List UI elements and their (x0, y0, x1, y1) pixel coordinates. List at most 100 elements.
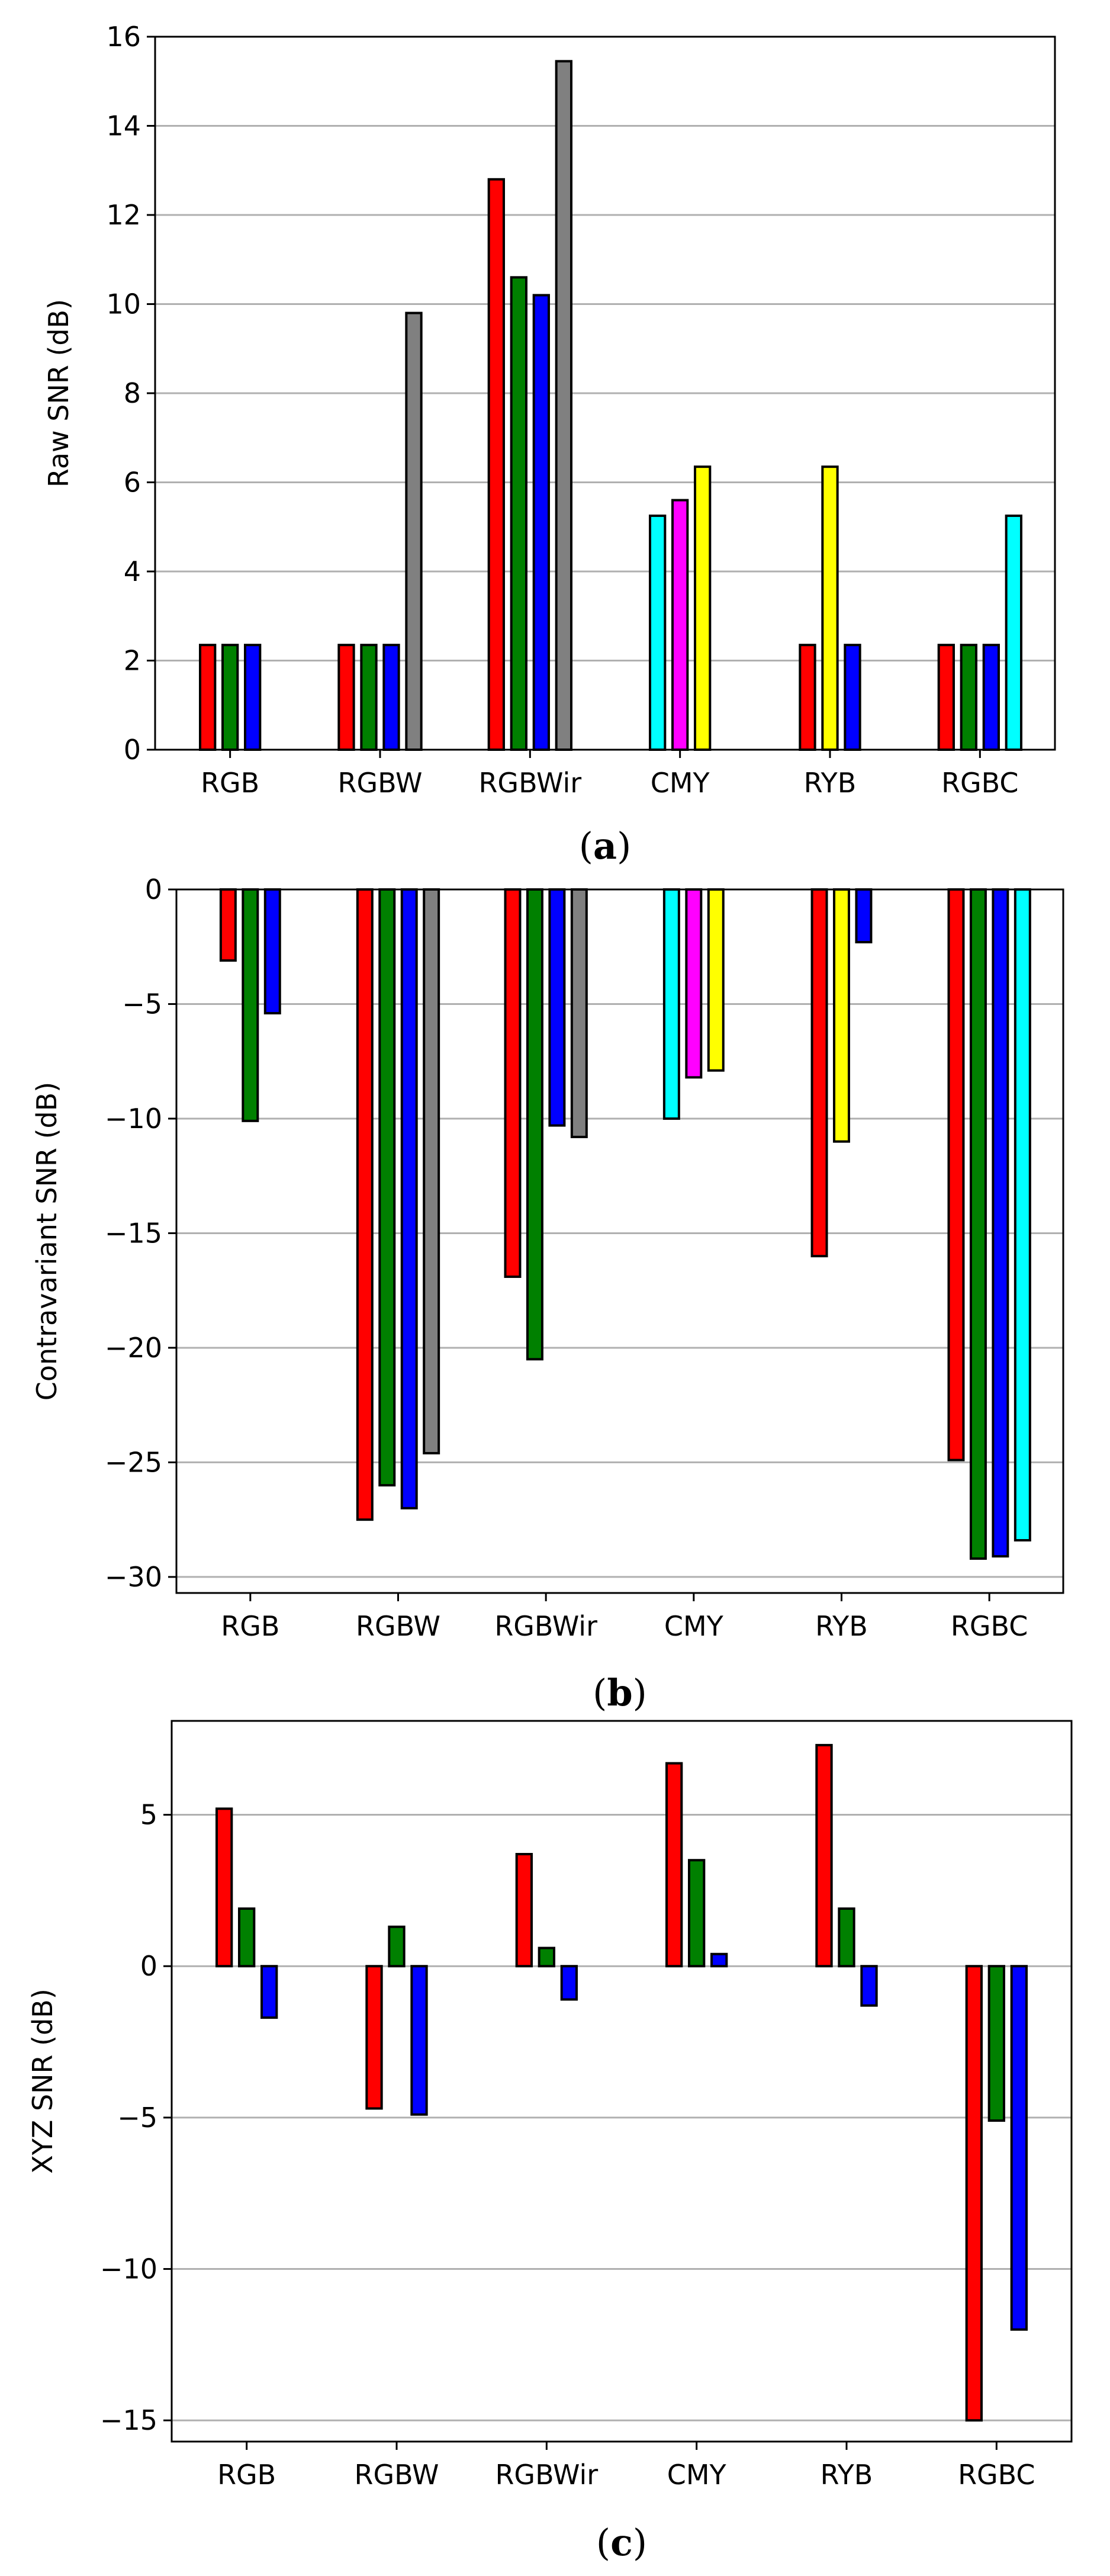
x-tick-label-rgbc: RGBC (951, 1610, 1028, 1642)
y-tick-label: −15 (100, 2404, 157, 2436)
bar-ryb-r (799, 644, 816, 751)
bar-cmy-c (662, 888, 680, 1120)
bar-rgbw-y (388, 1925, 406, 1968)
y-tick-label: 2 (124, 645, 141, 677)
panel-caption: (c) (596, 2521, 647, 2564)
x-tick-label-rgbw: RGBW (337, 767, 422, 799)
bar-group-ryb (815, 1743, 878, 2007)
bar-rgb-y (238, 1907, 256, 1968)
bar-rgbw-b (382, 644, 400, 751)
x-tick-label-ryb: RYB (804, 767, 857, 799)
y-tick-label: −10 (105, 1103, 162, 1135)
caption-letter: c (610, 2521, 633, 2564)
bar-rgbw-w (423, 888, 440, 1454)
bar-rgb-g (221, 644, 239, 751)
bar-cmy-z (710, 1952, 728, 1968)
bar-rgbwir-x (515, 1852, 533, 1968)
bar-group-rgbc (947, 888, 1031, 1560)
caption-close: ) (633, 2521, 647, 2564)
y-tick-label: 5 (140, 1799, 157, 1831)
bar-ryb-b (855, 888, 873, 944)
y-tick-label: 14 (106, 110, 141, 142)
bar-rgbw-g (360, 644, 378, 751)
bar-rgbc-z (1010, 1965, 1028, 2331)
bar-group-cmy (662, 888, 725, 1120)
bar-rgb-z (260, 1965, 278, 2019)
y-tick-label: −30 (105, 1561, 162, 1593)
bar-rgbwir-b (548, 888, 566, 1127)
bar-rgbc-y (987, 1965, 1005, 2122)
caption-open: ( (596, 2521, 610, 2564)
bar-rgbc-g (969, 888, 987, 1560)
bar-group-rgb (215, 1807, 278, 2019)
panel-caption: (a) (579, 824, 632, 868)
x-tick-label-rgb: RGB (217, 2459, 276, 2491)
bar-cmy-y (694, 465, 712, 751)
bar-group-rgbwir (504, 888, 588, 1361)
x-tick-label-cmy: CMY (667, 2459, 727, 2491)
y-tick-label: −25 (105, 1446, 162, 1478)
x-tick-label-rgbc: RGBC (958, 2459, 1035, 2491)
bar-group-rgb (219, 888, 281, 1122)
y-axis-title: XYZ SNR (dB) (27, 1989, 59, 2174)
x-tick-label-rgbwir: RGBWir (495, 2459, 598, 2491)
bar-group-rgbwir (487, 60, 573, 751)
bar-rgbwir-g (510, 276, 528, 751)
bar-rgbc-c (1005, 514, 1022, 751)
bar-ryb-x (815, 1743, 833, 1968)
x-tick-label-rgbwir: RGBWir (478, 767, 581, 799)
y-tick-label: −5 (122, 988, 162, 1020)
bar-rgbw-z (410, 1965, 428, 2116)
x-tick-label-ryb: RYB (821, 2459, 873, 2491)
panel-c: 5 0 −5 −10 −15 RGB RGBW RGBWir CMY RYB RGBC XYZ SNR… (27, 1720, 1073, 2564)
bar-rgbwir-r (504, 888, 522, 1278)
bar-cmy-x (665, 1762, 683, 1968)
bar-ryb-z (860, 1965, 878, 2007)
bar-rgbwir-r (487, 178, 506, 751)
y-tick-label: 6 (124, 467, 141, 499)
bar-rgbc-b (992, 888, 1009, 1558)
y-tick-label: 0 (145, 873, 162, 905)
bar-group-rgbwir (515, 1852, 578, 2001)
bar-rgbw-r (337, 644, 355, 751)
bar-rgbc-r (937, 644, 955, 751)
y-tick-label: 8 (124, 377, 141, 409)
y-tick-label: −5 (117, 2102, 157, 2134)
bar-rgb-r (219, 888, 237, 962)
bar-cmy-y (688, 1859, 706, 1968)
bar-group-cmy (665, 1762, 728, 1968)
bar-rgbwir-b (532, 294, 551, 751)
bar-rgbwir-y (538, 1947, 556, 1968)
bar-cmy-c (649, 514, 667, 751)
x-tick-label-rgb: RGB (221, 1610, 279, 1642)
bar-rgb-r (199, 644, 217, 751)
bar-rgbc-b (982, 644, 1000, 751)
y-tick-label: 0 (124, 734, 141, 766)
caption-letter: b (607, 1671, 632, 1714)
bar-rgb-b (244, 644, 262, 751)
bar-cmy-y (707, 888, 725, 1072)
bar-rgbwir-g (526, 888, 543, 1361)
x-tick-label-rgbwir: RGBWir (494, 1610, 597, 1642)
x-tick-label-rgb: RGB (201, 767, 259, 799)
caption-letter: a (593, 824, 617, 868)
y-tick-label: −15 (105, 1217, 162, 1249)
bar-group-ryb (810, 888, 873, 1258)
caption-close: ) (633, 1671, 647, 1714)
bar-rgbc-r (947, 888, 965, 1462)
y-tick-label: −20 (105, 1332, 162, 1364)
bar-group-rgbc (937, 514, 1022, 751)
y-tick-label: 0 (140, 1950, 157, 1982)
y-tick-label: 16 (106, 21, 141, 53)
bar-cmy-m (671, 499, 689, 751)
y-tick-label: 4 (124, 555, 141, 587)
bar-group-rgbc (965, 1965, 1028, 2422)
bar-rgb-x (215, 1807, 233, 1968)
bar-cmy-m (685, 888, 703, 1079)
panel-b: 0 −5 −10 −15 −20 −25 −30 RGB RGBW RGBWir CMY RYB RGB… (31, 873, 1064, 1714)
panel-a: 0 2 4 6 8 10 12 14 16 RGB RGBW RGBWir CMY RYB RGBC Raw … (43, 21, 1056, 868)
bar-rgbwir-wir (570, 888, 588, 1138)
x-tick-label-rgbw: RGBW (356, 1610, 440, 1642)
bar-group-rgbw (356, 888, 440, 1521)
